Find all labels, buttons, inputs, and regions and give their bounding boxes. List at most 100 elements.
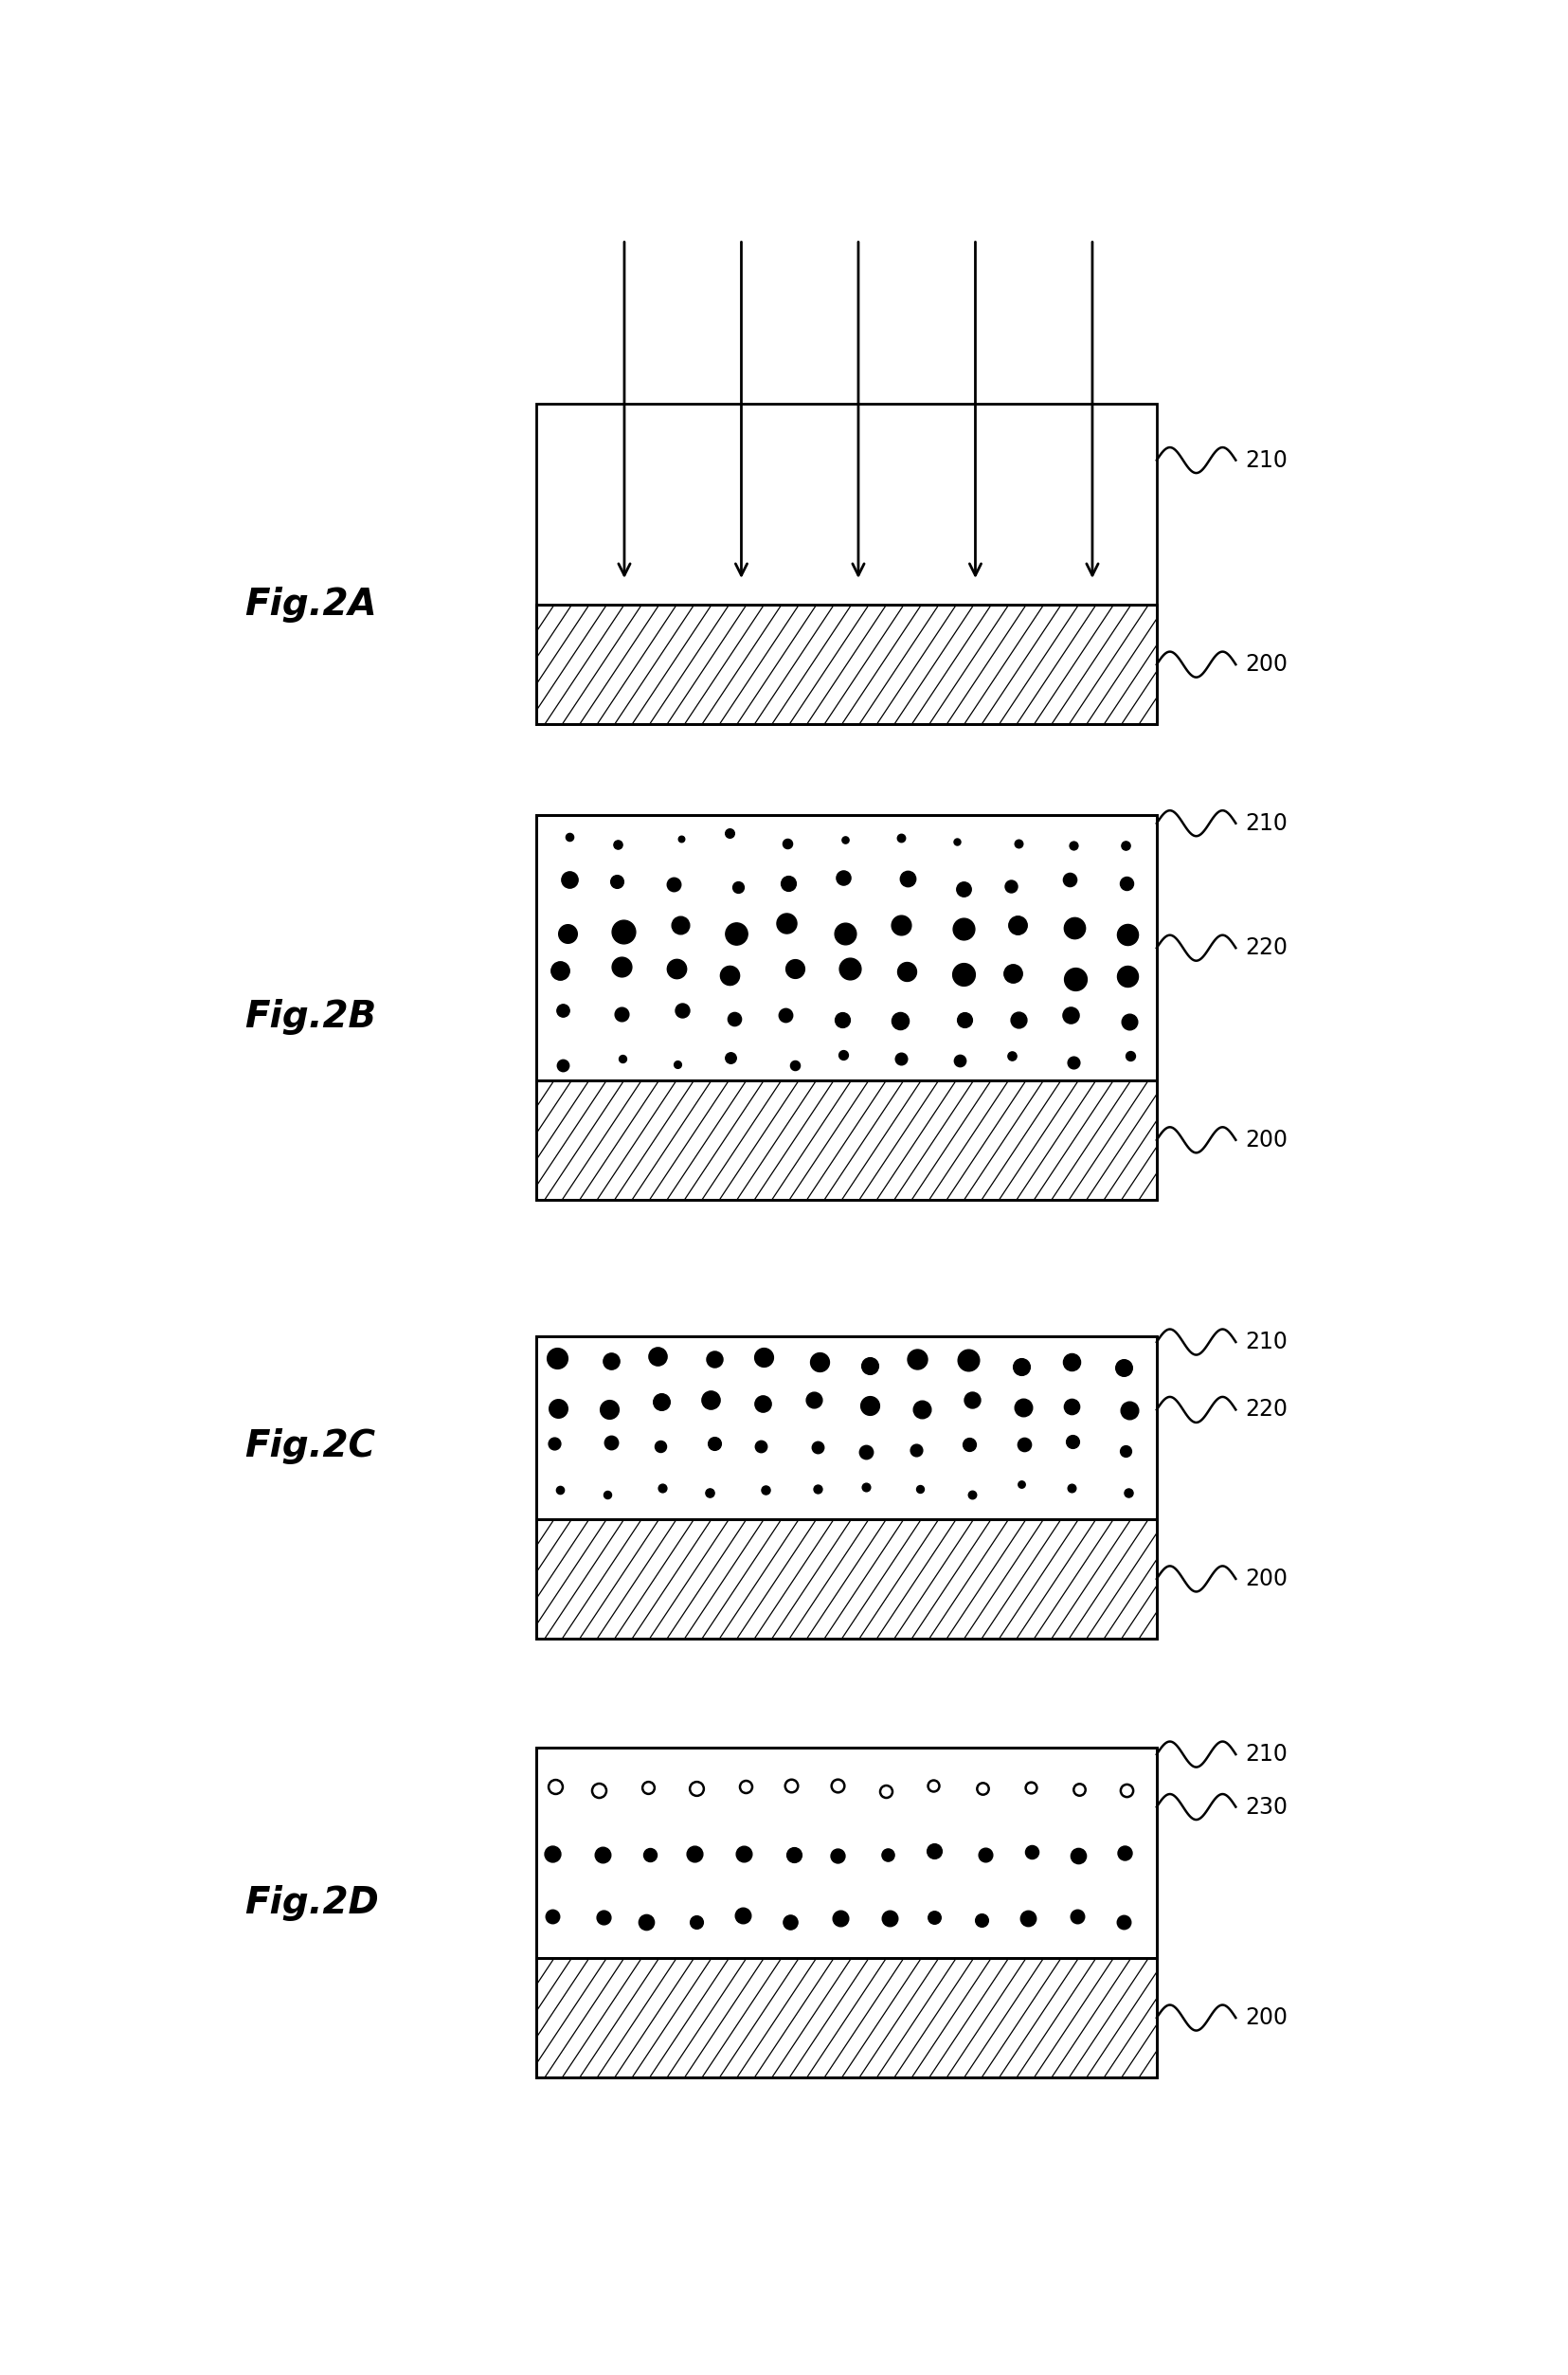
- Bar: [536, 815, 1156, 1081]
- Text: 200: 200: [1245, 1568, 1287, 1591]
- Point: [872, 1772, 897, 1810]
- Point: [1058, 995, 1083, 1033]
- Point: [853, 1468, 878, 1506]
- Point: [1110, 1349, 1135, 1387]
- Point: [887, 1040, 913, 1078]
- Point: [833, 914, 858, 952]
- Point: [684, 1769, 709, 1807]
- Text: 210: 210: [1245, 449, 1287, 473]
- Bar: [536, 1748, 1156, 1959]
- Point: [644, 1337, 670, 1375]
- Point: [875, 1836, 900, 1874]
- Point: [731, 1898, 756, 1936]
- Point: [1005, 824, 1030, 862]
- Point: [608, 995, 633, 1033]
- Bar: [536, 1337, 1156, 1520]
- Point: [555, 914, 580, 952]
- Text: 220: 220: [1245, 1399, 1287, 1420]
- Point: [1058, 1387, 1083, 1425]
- Point: [1000, 955, 1025, 993]
- Point: [550, 1045, 575, 1083]
- Point: [908, 1389, 933, 1427]
- Text: Fig.2B: Fig.2B: [245, 998, 376, 1036]
- Bar: [536, 1081, 1156, 1199]
- Point: [750, 1385, 775, 1423]
- Point: [586, 1772, 612, 1810]
- Point: [781, 950, 806, 988]
- Point: [969, 1902, 994, 1940]
- Point: [1058, 1423, 1083, 1461]
- Point: [853, 1432, 878, 1470]
- Point: [999, 867, 1024, 905]
- Point: [804, 1470, 829, 1508]
- Point: [547, 1470, 572, 1508]
- Point: [1060, 1043, 1085, 1081]
- Point: [1063, 1898, 1088, 1936]
- Point: [701, 1339, 726, 1377]
- Point: [972, 1836, 997, 1874]
- Point: [608, 948, 633, 986]
- Bar: [536, 404, 1156, 606]
- Point: [1113, 1772, 1138, 1810]
- Point: [599, 1342, 624, 1380]
- Bar: [536, 606, 1156, 724]
- Point: [960, 1475, 985, 1513]
- Point: [721, 1000, 746, 1038]
- Point: [557, 860, 582, 898]
- Point: [637, 1836, 662, 1874]
- Bar: [536, 1081, 1156, 1199]
- Point: [958, 1380, 983, 1418]
- Point: [1118, 1036, 1143, 1074]
- Point: [775, 824, 800, 862]
- Text: 200: 200: [1245, 1128, 1287, 1152]
- Point: [773, 905, 798, 943]
- Text: 210: 210: [1245, 1330, 1287, 1354]
- Bar: [536, 606, 1156, 724]
- Bar: [536, 1520, 1156, 1639]
- Point: [590, 1898, 615, 1936]
- Point: [887, 819, 913, 857]
- Point: [1110, 1902, 1135, 1940]
- Point: [1113, 864, 1138, 902]
- Point: [612, 912, 637, 950]
- Bar: [536, 1081, 1156, 1199]
- Point: [696, 1475, 721, 1513]
- Point: [684, 1902, 709, 1940]
- Point: [723, 914, 748, 952]
- Point: [544, 1389, 569, 1427]
- Point: [804, 1427, 829, 1465]
- Bar: [536, 1520, 1156, 1639]
- Point: [751, 1339, 776, 1377]
- Point: [605, 824, 630, 862]
- Point: [950, 955, 975, 993]
- Point: [856, 1387, 881, 1425]
- Point: [717, 815, 742, 853]
- Point: [778, 1767, 803, 1805]
- Point: [717, 957, 742, 995]
- Point: [1063, 960, 1088, 998]
- Point: [604, 862, 629, 900]
- Point: [608, 1040, 633, 1078]
- Text: 230: 230: [1245, 1796, 1287, 1819]
- Text: 210: 210: [1245, 812, 1287, 834]
- Point: [1018, 1769, 1043, 1807]
- Bar: [536, 815, 1156, 1081]
- Bar: [536, 1337, 1156, 1520]
- Point: [920, 1831, 946, 1869]
- Point: [544, 1339, 569, 1377]
- Bar: [536, 815, 1156, 1081]
- Point: [877, 1900, 902, 1938]
- Point: [648, 1427, 673, 1465]
- Point: [1010, 1389, 1035, 1427]
- Point: [887, 905, 913, 943]
- Point: [1060, 826, 1085, 864]
- Bar: [536, 1959, 1156, 2078]
- Point: [701, 1425, 726, 1463]
- Point: [753, 1470, 778, 1508]
- Point: [682, 1836, 707, 1874]
- Point: [825, 1767, 850, 1805]
- Point: [718, 1040, 743, 1078]
- Point: [781, 1047, 806, 1085]
- Point: [1115, 1475, 1140, 1513]
- Point: [894, 860, 919, 898]
